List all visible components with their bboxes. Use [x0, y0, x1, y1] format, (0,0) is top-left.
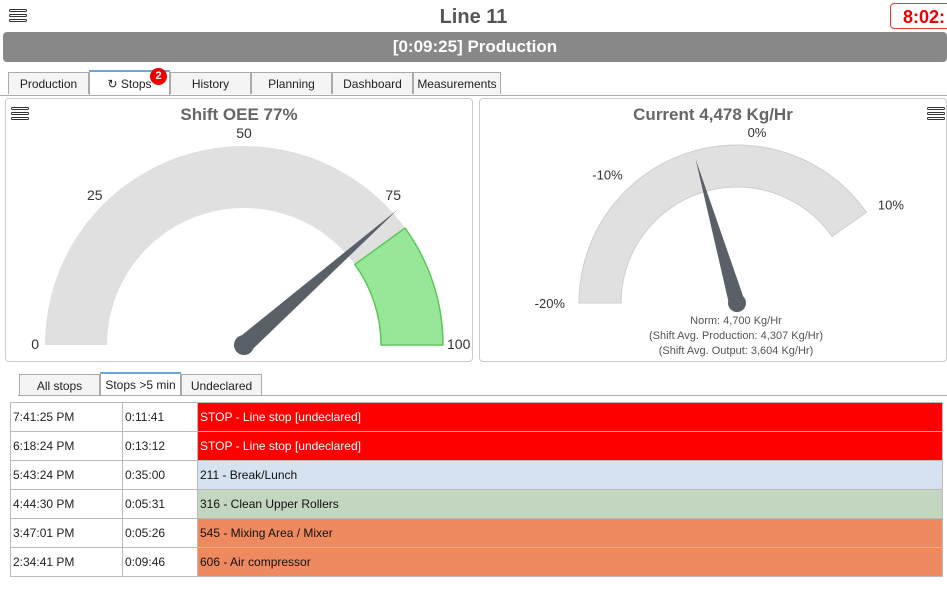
table-row[interactable]: 5:43:24 PM 0:35:00 211 - Break/Lunch — [10, 460, 943, 490]
top-bar: Line 11 8:02: — [0, 0, 947, 32]
stops-filter-tabs: All stops Stops >5 min Undeclared — [0, 372, 947, 396]
table-row[interactable]: 7:41:25 PM 0:11:41 STOP - Line stop [undec… — [10, 402, 943, 432]
rate-avg-production-note: (Shift Avg. Production: 4,307 Kg/Hr) — [649, 330, 823, 342]
stop-time-cell: 2:34:41 PM — [10, 547, 123, 577]
stop-reason-cell: STOP - Line stop [undeclared] — [197, 402, 943, 432]
stop-time-cell: 4:44:30 PM — [10, 489, 123, 519]
clock: 8:02: — [890, 3, 947, 29]
oee-panel: Shift OEE 77% 0 25 50 75 100 — [5, 98, 473, 362]
table-row[interactable]: 3:47:01 PM 0:05:26 545 - Mixing Area / Mix… — [10, 518, 943, 548]
oee-tick-label: 100 — [447, 336, 471, 352]
oee-gauge-green-band — [353, 226, 444, 346]
stop-time-cell: 3:47:01 PM — [10, 518, 123, 548]
main-tabs: Production ↻ Stops History Planning Dash… — [0, 70, 947, 96]
table-row[interactable]: 2:34:41 PM 0:09:46 606 - Air compressor — [10, 547, 943, 577]
rate-gauge-band — [578, 144, 868, 304]
tab-divider — [0, 95, 947, 96]
oee-gauge-band — [45, 146, 405, 345]
tab-stops[interactable]: ↻ Stops — [89, 70, 170, 96]
tab-stops-label: Stops — [120, 77, 152, 91]
oee-panel-menu-icon[interactable] — [11, 107, 29, 121]
oee-tick-label: 75 — [385, 187, 401, 203]
refresh-icon: ↻ — [107, 77, 118, 91]
line-title: Line 11 — [439, 6, 508, 28]
oee-title: Shift OEE 77% — [180, 105, 298, 124]
subtab-all-stops[interactable]: All stops — [19, 374, 100, 396]
rate-title: Current 4,478 Kg/Hr — [633, 105, 793, 124]
stops-count-badge: 2 — [150, 68, 167, 85]
rate-gauge-pivot — [728, 294, 746, 312]
rate-gauge-needle — [695, 158, 745, 306]
oee-gauge-needle — [238, 209, 398, 352]
stop-duration-cell: 0:11:41 — [122, 402, 198, 432]
stop-duration-cell: 0:09:46 — [122, 547, 198, 577]
table-row[interactable]: 4:44:30 PM 0:05:31 316 - Clean Upper Rolle… — [10, 489, 943, 519]
tab-production[interactable]: Production — [8, 72, 89, 94]
subtab-stops-over-5-min[interactable]: Stops >5 min — [100, 372, 181, 396]
oee-tick-label: 25 — [87, 187, 103, 203]
rate-norm-note: Norm: 4,700 Kg/Hr — [690, 315, 782, 327]
oee-gauge: 0 25 50 75 100 — [31, 125, 471, 355]
stop-reason-cell: 316 - Clean Upper Rollers — [197, 489, 943, 519]
stop-duration-cell: 0:05:26 — [122, 518, 198, 548]
stop-duration-cell: 0:35:00 — [122, 460, 198, 490]
main-menu-icon[interactable] — [9, 9, 27, 23]
stop-time-cell: 5:43:24 PM — [10, 460, 123, 490]
rate-panel-menu-icon[interactable] — [927, 107, 945, 121]
stop-reason-cell: 606 - Air compressor — [197, 547, 943, 577]
tab-measurements[interactable]: Measurements — [413, 72, 501, 94]
tab-planning[interactable]: Planning — [251, 72, 332, 94]
tab-history[interactable]: History — [170, 72, 251, 94]
oee-tick-label: 0 — [31, 336, 39, 352]
stop-duration-cell: 0:13:12 — [122, 431, 198, 461]
oee-tick-label: 50 — [236, 125, 252, 141]
rate-avg-output-note: (Shift Avg. Output: 3,604 Kg/Hr) — [659, 345, 814, 357]
rate-panel: Current 4,478 Kg/Hr -20% -10% 0% 10% Norm: … — [479, 98, 947, 362]
rate-tick-label: 10% — [878, 197, 904, 212]
rate-tick-label: -20% — [535, 296, 566, 311]
tab-dashboard[interactable]: Dashboard — [332, 72, 413, 94]
stop-reason-cell: 545 - Mixing Area / Mixer — [197, 518, 943, 548]
rate-tick-label: -10% — [592, 168, 623, 183]
table-row[interactable]: 6:18:24 PM 0:13:12 STOP - Line stop [undec… — [10, 431, 943, 461]
status-bar: [0:09:25] Production — [3, 32, 947, 62]
stops-table: 7:41:25 PM 0:11:41 STOP - Line stop [undec… — [10, 402, 943, 577]
stop-time-cell: 7:41:25 PM — [10, 402, 123, 432]
oee-gauge-pivot — [234, 335, 254, 355]
stop-reason-cell: 211 - Break/Lunch — [197, 460, 943, 490]
stop-duration-cell: 0:05:31 — [122, 489, 198, 519]
rate-gauge: -20% -10% 0% 10% Norm: 4,700 Kg/Hr (Shift A… — [535, 125, 905, 357]
rate-tick-label: 0% — [748, 125, 767, 140]
stop-time-cell: 6:18:24 PM — [10, 431, 123, 461]
subtab-undeclared[interactable]: Undeclared — [181, 374, 262, 396]
subtab-divider — [18, 395, 947, 396]
stop-reason-cell: STOP - Line stop [undeclared] — [197, 431, 943, 461]
